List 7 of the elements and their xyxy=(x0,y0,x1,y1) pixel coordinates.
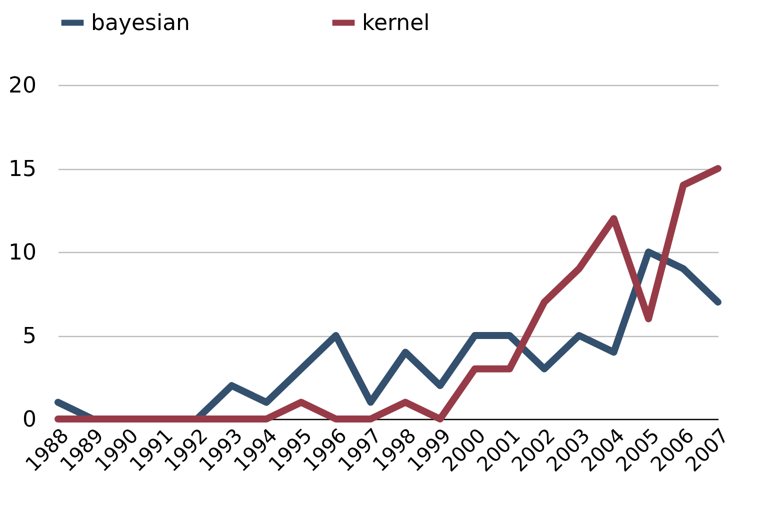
y-tick-label: 10 xyxy=(8,240,36,266)
legend-label: kernel xyxy=(362,10,430,36)
legend-label: bayesian xyxy=(91,10,190,36)
y-tick-label: 15 xyxy=(8,157,36,182)
y-tick-label: 20 xyxy=(8,74,36,98)
y-tick-label: 0 xyxy=(22,408,36,432)
y-tick-label: 5 xyxy=(22,324,36,349)
